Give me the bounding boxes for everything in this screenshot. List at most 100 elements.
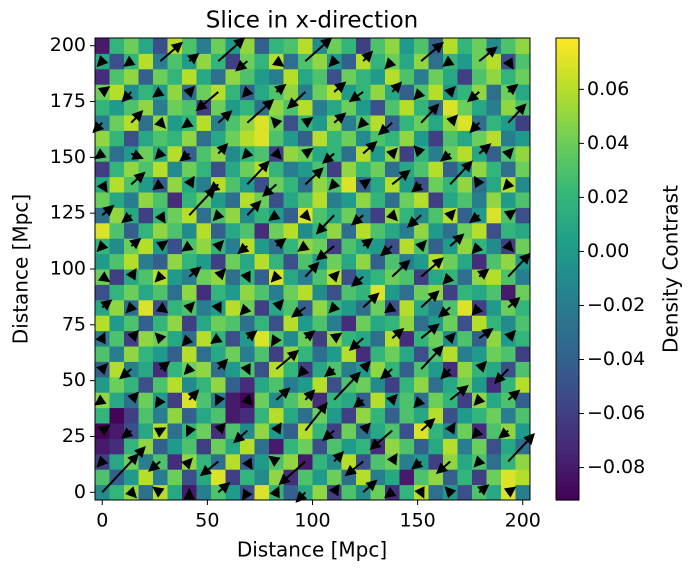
heatmap-cell	[225, 84, 241, 101]
colorbar-band	[556, 490, 579, 496]
heatmap-cell	[167, 161, 183, 178]
heatmap-cell	[501, 469, 516, 486]
arrow	[241, 457, 253, 471]
heatmap-cell	[515, 330, 531, 347]
heatmap-cell	[298, 284, 313, 301]
heatmap-cell	[327, 99, 342, 116]
arrow	[304, 167, 324, 186]
heatmap-cell	[472, 38, 487, 54]
heatmap-cell	[385, 222, 400, 239]
heatmap-cell	[457, 299, 473, 316]
arrow	[440, 367, 453, 380]
heatmap-cell	[515, 161, 531, 178]
heatmap-cell	[399, 115, 415, 131]
heatmap-cell	[240, 130, 255, 147]
heatmap-cell	[196, 176, 212, 193]
colorbar-band	[556, 139, 579, 145]
heatmap-cell	[240, 346, 255, 362]
heatmap-cell	[399, 392, 415, 409]
heatmap-cell	[472, 192, 487, 208]
heatmap-cell	[167, 99, 183, 116]
arrow	[444, 486, 457, 499]
heatmap-cell	[225, 207, 241, 224]
heatmap-cell	[370, 84, 386, 101]
heatmap-cell	[370, 453, 386, 470]
heatmap-cell	[341, 346, 357, 362]
arrow	[329, 332, 343, 344]
heatmap-cell	[443, 346, 458, 362]
heatmap-cell	[428, 484, 444, 501]
heatmap-cell	[254, 238, 270, 255]
heatmap-cell	[428, 192, 444, 208]
arrow	[262, 183, 278, 198]
heatmap-cell	[182, 376, 197, 393]
heatmap-cell	[515, 192, 531, 208]
heatmap-cell	[196, 330, 212, 347]
arrow	[303, 330, 316, 342]
heatmap-cell	[486, 53, 502, 70]
heatmap-cell	[327, 346, 342, 362]
heatmap-cell	[341, 161, 357, 178]
colorbar-band	[556, 98, 579, 104]
heatmap-cell	[501, 284, 516, 301]
colorbar-band	[556, 47, 579, 53]
heatmap-cell	[370, 315, 386, 332]
heatmap-cell	[167, 453, 183, 470]
arrow	[411, 458, 424, 470]
heatmap-cell	[109, 38, 125, 54]
arrow	[333, 112, 347, 124]
arrow	[362, 479, 378, 494]
arrow	[290, 306, 306, 318]
heatmap-cell	[428, 330, 444, 347]
heatmap-cell	[211, 253, 226, 270]
heatmap-cell	[95, 438, 110, 455]
heatmap-cell	[196, 407, 212, 424]
arrow	[449, 233, 465, 247]
heatmap-cell	[109, 99, 125, 116]
arrow	[328, 270, 340, 283]
heatmap-cell	[254, 330, 270, 347]
heatmap-cell	[341, 423, 357, 439]
heatmap-cell	[124, 68, 139, 85]
heatmap-cell	[109, 361, 125, 378]
heatmap-cell	[298, 346, 313, 362]
heatmap-cell	[356, 376, 371, 393]
heatmap-cell	[472, 376, 487, 393]
heatmap-cell	[341, 130, 357, 147]
arrow	[413, 396, 426, 409]
heatmap-cell	[95, 130, 110, 147]
heatmap-cell	[457, 115, 473, 131]
heatmap-cell	[240, 68, 255, 85]
heatmap-cell	[109, 284, 125, 301]
heatmap-cell	[428, 130, 444, 147]
heatmap-cell	[428, 176, 444, 193]
heatmap-cell	[153, 99, 168, 116]
heatmap-cell	[153, 438, 168, 455]
arrow	[406, 214, 422, 228]
heatmap-cell	[457, 315, 473, 332]
heatmap-cell	[225, 392, 241, 409]
heatmap-cell	[283, 484, 299, 501]
heatmap-cell	[399, 361, 415, 378]
heatmap-cell	[356, 284, 371, 301]
arrow	[130, 109, 144, 124]
heatmap-cell	[240, 253, 255, 270]
colorbar-band	[556, 153, 579, 159]
arrow	[357, 116, 370, 129]
heatmap-cell	[124, 38, 139, 54]
colorbar-band	[556, 236, 579, 242]
heatmap-cell	[167, 438, 183, 455]
heatmap-cell	[515, 469, 531, 486]
heatmap-cell	[269, 68, 284, 85]
heatmap-cell	[486, 284, 502, 301]
heatmap-cell	[254, 299, 270, 316]
colorbar-band	[556, 282, 579, 289]
heatmap-cell	[109, 145, 125, 162]
heatmap-cell	[472, 284, 487, 301]
arrow	[507, 103, 527, 124]
heatmap-cell	[443, 38, 458, 54]
colorbar-band	[556, 398, 579, 404]
colorbar-band	[556, 305, 579, 312]
colorbar-band	[556, 435, 579, 441]
heatmap-cell	[472, 130, 487, 147]
